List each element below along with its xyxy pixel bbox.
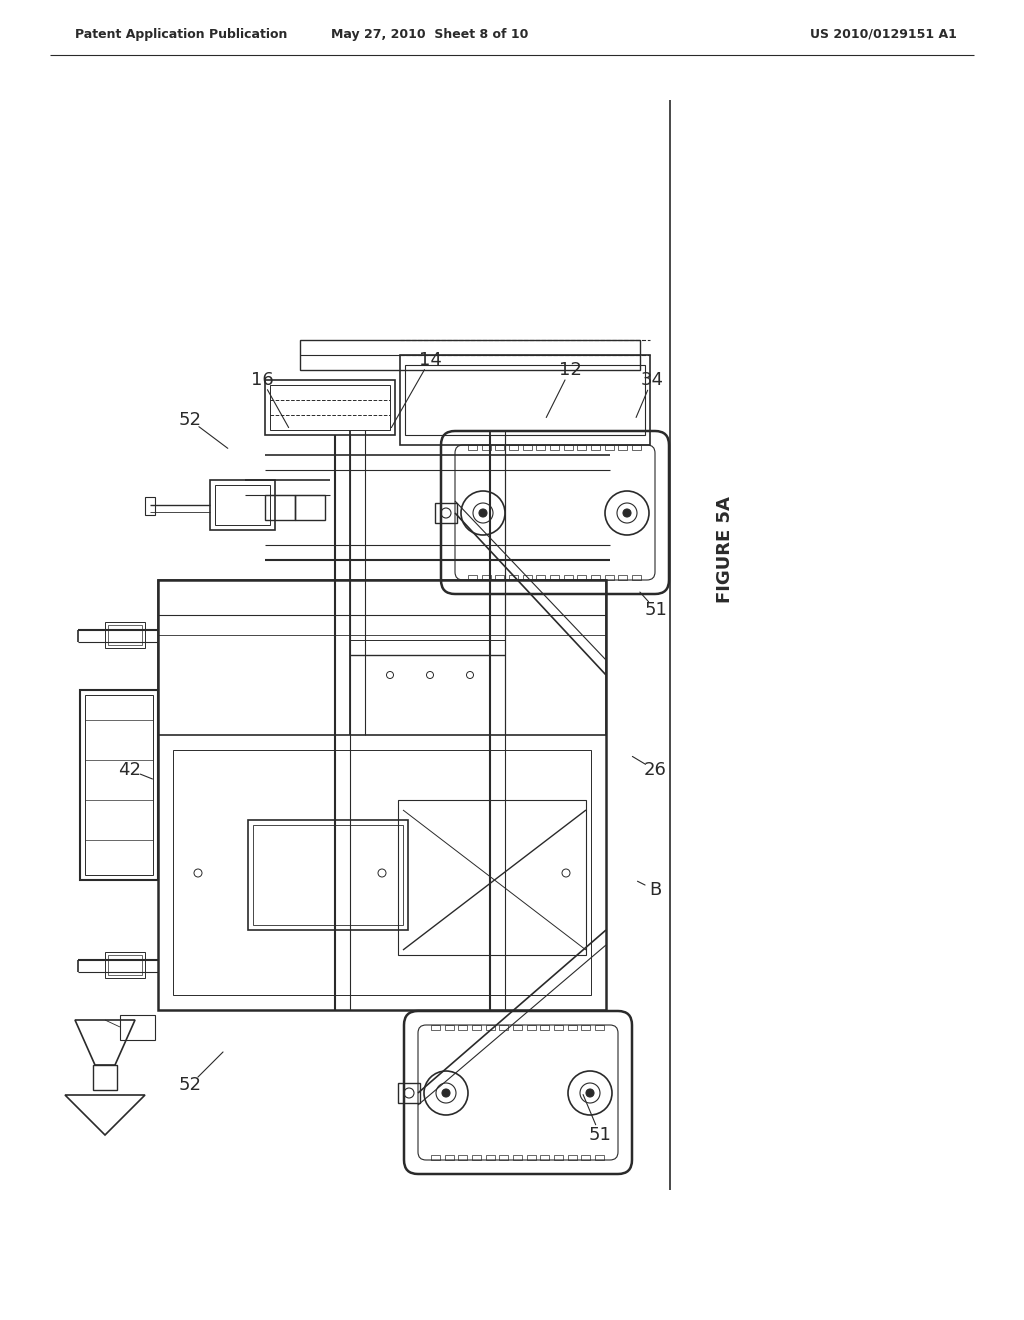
Circle shape <box>442 1089 450 1097</box>
Text: 51: 51 <box>644 601 668 619</box>
Bar <box>526 1026 536 1030</box>
Text: US 2010/0129151 A1: US 2010/0129151 A1 <box>810 28 956 41</box>
Bar <box>496 445 505 450</box>
Bar <box>578 576 587 579</box>
Bar <box>618 576 628 579</box>
Bar <box>509 576 518 579</box>
Bar <box>105 952 145 978</box>
Text: 16: 16 <box>251 371 273 389</box>
Bar <box>248 820 408 931</box>
Bar <box>526 1155 536 1160</box>
Text: B: B <box>649 880 662 899</box>
Bar <box>604 576 613 579</box>
Bar <box>595 1155 604 1160</box>
Bar <box>398 1082 420 1104</box>
Text: 34: 34 <box>640 371 664 389</box>
Circle shape <box>623 510 631 517</box>
Bar <box>105 622 145 648</box>
Bar <box>537 445 546 450</box>
Bar <box>459 1026 467 1030</box>
Bar <box>485 1155 495 1160</box>
Bar <box>173 750 591 995</box>
Bar <box>120 1015 155 1040</box>
Bar <box>444 1155 454 1160</box>
Bar <box>400 355 650 445</box>
Text: 52: 52 <box>178 411 202 429</box>
Bar <box>265 495 295 520</box>
Text: 14: 14 <box>419 351 441 370</box>
Circle shape <box>586 1089 594 1097</box>
Bar <box>582 1155 590 1160</box>
Bar <box>270 385 390 430</box>
Bar <box>567 1155 577 1160</box>
Bar <box>513 1026 522 1030</box>
Bar <box>108 954 142 975</box>
Bar <box>80 690 158 880</box>
Bar <box>541 1026 549 1030</box>
Bar <box>509 445 518 450</box>
Bar <box>481 576 490 579</box>
Bar <box>537 576 546 579</box>
Circle shape <box>479 510 487 517</box>
Text: 52: 52 <box>178 1076 202 1094</box>
Text: 51: 51 <box>589 1126 611 1144</box>
Bar <box>472 1155 481 1160</box>
Bar <box>591 445 600 450</box>
Bar <box>632 576 641 579</box>
Bar <box>444 1026 454 1030</box>
Bar <box>158 579 606 735</box>
Bar <box>563 445 572 450</box>
Bar <box>522 445 531 450</box>
Text: 42: 42 <box>119 762 141 779</box>
Bar <box>595 1026 604 1030</box>
Text: 26: 26 <box>643 762 667 779</box>
Text: May 27, 2010  Sheet 8 of 10: May 27, 2010 Sheet 8 of 10 <box>332 28 528 41</box>
Bar <box>108 624 142 645</box>
Bar <box>550 576 559 579</box>
Bar <box>513 1155 522 1160</box>
Bar <box>567 1026 577 1030</box>
Bar <box>398 800 586 954</box>
Bar <box>431 1155 440 1160</box>
Bar <box>468 576 477 579</box>
Bar <box>554 1155 563 1160</box>
Bar <box>472 1026 481 1030</box>
Bar <box>632 445 641 450</box>
Bar <box>265 380 395 436</box>
Bar <box>435 503 457 523</box>
Bar <box>93 1065 117 1090</box>
Bar <box>554 1026 563 1030</box>
Bar <box>522 576 531 579</box>
Bar <box>485 1026 495 1030</box>
Bar <box>582 1026 590 1030</box>
Bar <box>496 576 505 579</box>
Bar <box>618 445 628 450</box>
Bar <box>591 576 600 579</box>
Text: 12: 12 <box>558 360 582 379</box>
Bar <box>215 484 270 525</box>
Bar <box>210 480 275 531</box>
Bar <box>541 1155 549 1160</box>
Bar <box>500 1026 508 1030</box>
Bar <box>85 696 153 875</box>
Bar <box>145 498 155 515</box>
Bar <box>406 366 645 436</box>
Bar <box>550 445 559 450</box>
Text: Patent Application Publication: Patent Application Publication <box>75 28 288 41</box>
Bar <box>459 1155 467 1160</box>
Bar <box>468 445 477 450</box>
Bar <box>253 825 403 925</box>
Text: FIGURE 5A: FIGURE 5A <box>716 496 734 603</box>
Bar <box>300 341 640 370</box>
Bar <box>500 1155 508 1160</box>
Bar <box>295 495 325 520</box>
Bar <box>604 445 613 450</box>
Bar <box>158 579 606 1010</box>
Bar <box>481 445 490 450</box>
Bar <box>578 445 587 450</box>
Bar <box>563 576 572 579</box>
Bar <box>431 1026 440 1030</box>
